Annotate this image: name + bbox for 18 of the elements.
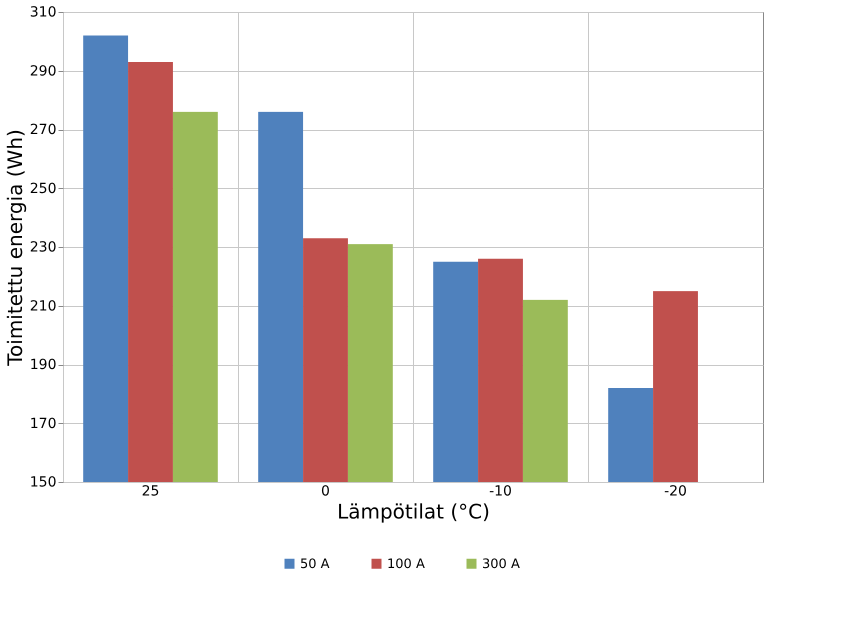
x-tick-label: 25	[142, 484, 160, 500]
y-tick-label: 150	[30, 474, 56, 490]
y-tick-label: 310	[30, 4, 56, 20]
x-tick-label: -10	[489, 484, 512, 500]
legend-label: 300 A	[482, 556, 520, 572]
y-axis-title: Toimitettu energia (Wh)	[2, 129, 27, 367]
y-tick-label: 190	[30, 357, 56, 373]
y-tick-label: 230	[30, 240, 56, 256]
y-tick-label: 290	[30, 63, 56, 80]
x-axis-title: Lämpötilat (°C)	[337, 500, 490, 524]
y-tick-label: 210	[30, 298, 56, 314]
x-tick-label: 0	[321, 484, 330, 500]
y-tick-label: 170	[30, 416, 56, 432]
x-tick-label: -20	[664, 484, 687, 500]
legend-label: 100 A	[387, 556, 425, 572]
y-tick-label: 250	[30, 180, 56, 197]
legend-label: 50 A	[300, 556, 330, 572]
y-tick-label: 270	[30, 122, 56, 138]
